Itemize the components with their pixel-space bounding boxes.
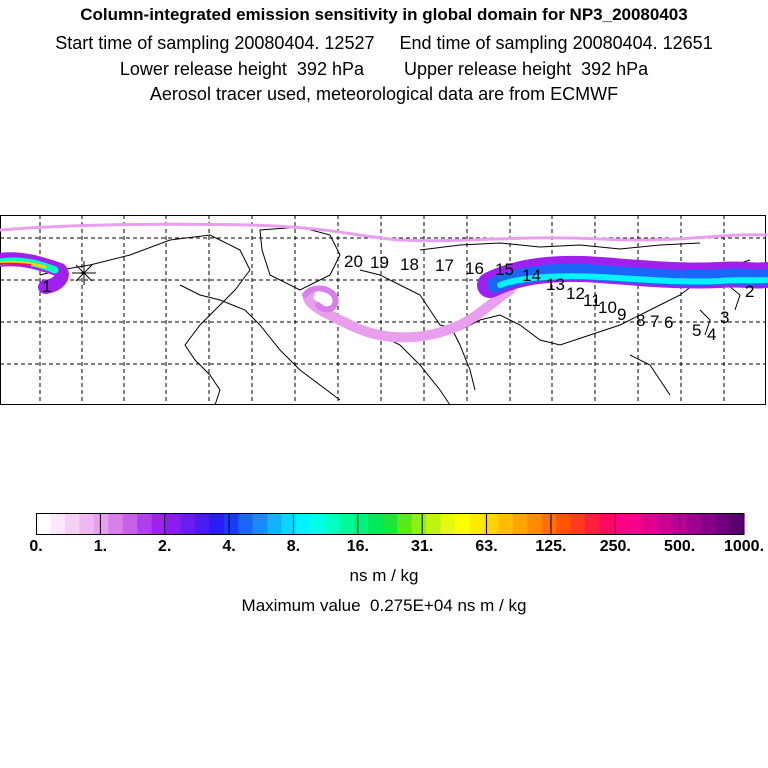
colorbar-tick-label: 2.	[158, 538, 172, 555]
release-height-line: Lower release height 392 hPa Upper relea…	[119, 59, 649, 79]
colorbar-tick-label: 63.	[475, 538, 498, 555]
colorbar-cell	[281, 513, 297, 535]
colorbar-cell	[137, 513, 153, 535]
track-label: 12	[566, 284, 585, 303]
colorbar-cell	[657, 513, 673, 535]
track-label: 18	[400, 255, 419, 274]
sensitivity-plume	[0, 222, 768, 343]
track-label: 15	[495, 260, 514, 279]
colorbar-cell	[512, 513, 528, 535]
track-label: 14	[522, 266, 541, 285]
track-label: 1	[42, 277, 51, 296]
colorbar-cell	[570, 513, 586, 535]
track-label: 4	[707, 325, 716, 344]
colorbar-cell	[382, 513, 398, 535]
colorbar-cell	[469, 513, 485, 535]
colorbar-cell	[353, 513, 369, 535]
colorbar-cell	[455, 513, 471, 535]
colorbar-cell	[238, 513, 254, 535]
track-label: 7	[650, 312, 659, 331]
colorbar-cell	[556, 513, 572, 535]
colorbar-cell	[64, 513, 80, 535]
track-label: 11	[583, 291, 601, 310]
colorbar-cell	[50, 513, 66, 535]
colorbar-cell	[397, 513, 413, 535]
track-label: 9	[617, 305, 626, 324]
colorbar-cell	[686, 513, 702, 535]
colorbar-cell	[194, 513, 210, 535]
colorbar-cell	[79, 513, 95, 535]
colorbar-tick-label: 1000.	[723, 538, 765, 555]
colorbar-cell	[411, 513, 427, 535]
colorbar-tick-label: 1.	[93, 538, 108, 555]
track-label: 17	[435, 256, 454, 275]
plot-title: Column-integrated emission sensitivity i…	[80, 5, 688, 24]
track-label: 13	[546, 275, 565, 294]
colorbar-cell	[585, 513, 601, 535]
colorbar-cell	[93, 513, 109, 535]
colorbar-cell	[613, 513, 630, 535]
colorbar-tick-label: 250.	[599, 538, 631, 555]
colorbar-cell	[267, 513, 283, 535]
track-label: 6	[664, 313, 673, 332]
track-label: 3	[720, 308, 729, 327]
colorbar-cell	[166, 513, 182, 535]
colorbar-tick-label: 0.	[29, 538, 43, 555]
colorbar-cell	[715, 513, 731, 535]
track-label: 2	[745, 282, 754, 301]
track-label: 10	[598, 298, 617, 317]
colorbar-cell	[252, 513, 268, 535]
colorbar-cell	[36, 513, 52, 535]
colorbar-cell	[108, 513, 124, 535]
colorbar-cell	[483, 513, 499, 535]
track-label: 16	[465, 259, 484, 278]
colorbar-tick-label: 16.	[346, 538, 369, 555]
colorbar-cell	[209, 513, 225, 535]
tracer-info-line: Aerosol tracer used, meteorological data…	[149, 84, 619, 104]
colorbar-cell	[541, 513, 557, 535]
colorbar-cell	[642, 513, 658, 535]
track-label: 20	[344, 252, 363, 271]
colorbar-tick-label: 31.	[411, 538, 434, 555]
maximum-value-line: Maximum value 0.275E+04 ns m / kg	[241, 596, 527, 615]
colorbar-cell	[122, 513, 138, 535]
colorbar-tick-label: 8.	[286, 538, 301, 555]
colorbar-tick-label: 125.	[535, 538, 567, 555]
colorbar-cell	[310, 513, 326, 535]
colorbar-cell	[498, 513, 514, 535]
colorbar-cell	[151, 513, 167, 535]
colorbar	[36, 513, 745, 535]
colorbar-cell	[527, 513, 543, 535]
colorbar-cell	[628, 513, 644, 535]
colorbar-cell	[700, 513, 716, 535]
release-marker	[72, 261, 96, 285]
track-label: 19	[370, 253, 389, 272]
track-label: 8	[636, 311, 645, 330]
colorbar-cell	[599, 513, 615, 535]
colorbar-tick-label: 4.	[222, 538, 236, 555]
coastlines	[39, 226, 751, 406]
colorbar-units: ns m / kg	[349, 566, 419, 585]
colorbar-cell	[180, 513, 196, 535]
colorbar-frame	[36, 513, 744, 535]
colorbar-cell	[324, 513, 341, 535]
sampling-time-line: Start time of sampling 20080404. 12527 E…	[55, 33, 713, 53]
track-label: 5	[692, 321, 701, 340]
colorbar-cell	[440, 513, 456, 535]
colorbar-cell	[426, 513, 442, 535]
colorbar-cell	[368, 513, 384, 535]
colorbar-tick-label: 500.	[664, 538, 696, 555]
colorbar-cell	[223, 513, 239, 535]
colorbar-cell	[339, 513, 355, 535]
colorbar-cell	[729, 513, 745, 535]
colorbar-cell	[296, 513, 312, 535]
